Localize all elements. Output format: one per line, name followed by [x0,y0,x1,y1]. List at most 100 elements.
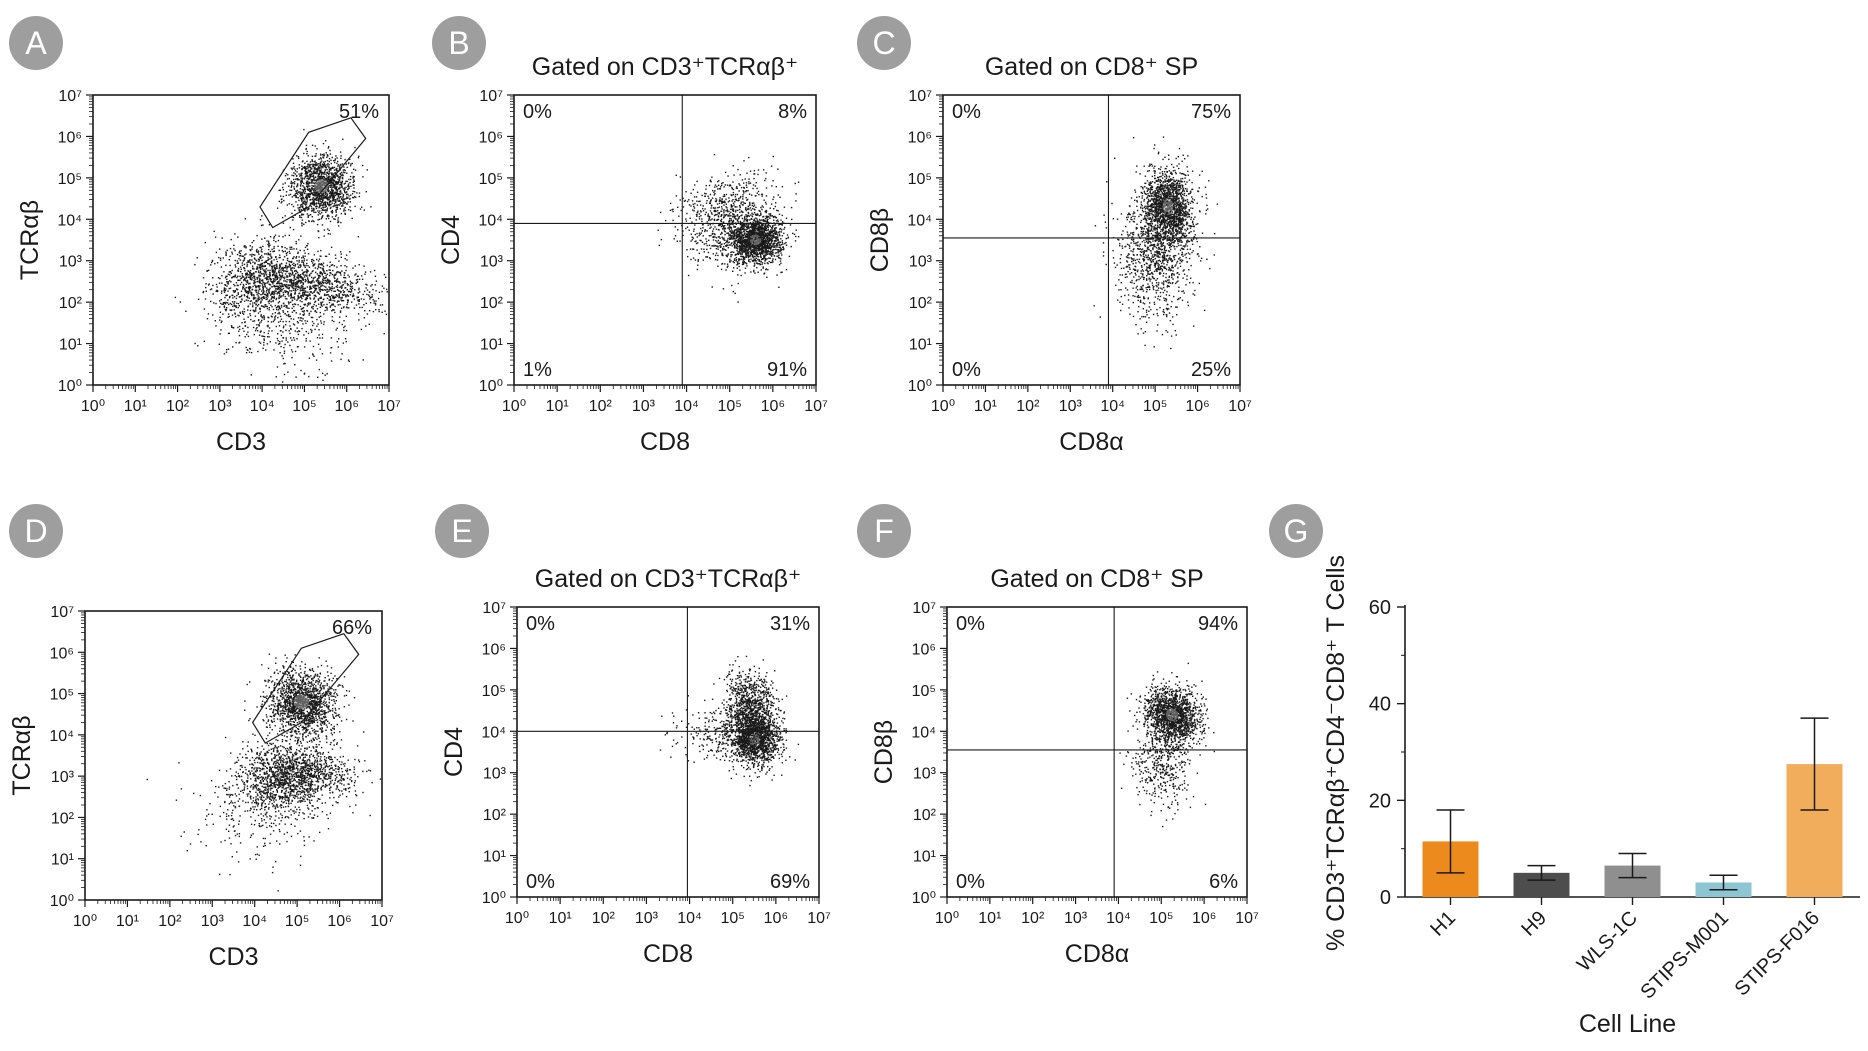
event-dot [352,175,355,178]
event-dot [251,241,253,244]
event-dot [258,276,260,278]
y-tick-label: 10⁴ [57,212,82,229]
event-dot [314,160,316,162]
event-dot [255,271,257,273]
event-dot [279,352,281,354]
event-dot [298,157,300,160]
event-dot [332,195,335,197]
event-dot [271,281,273,283]
event-dot [259,285,261,287]
event-dot [316,164,318,167]
event-dot [326,207,329,209]
event-dot [741,234,743,236]
event-dot [317,323,319,325]
event-dot [279,256,281,259]
event-dot [349,158,351,161]
event-dot [271,248,273,251]
event-dot [307,165,309,167]
event-dot [265,261,268,263]
event-dot [358,278,361,280]
event-dot [328,279,330,281]
event-dot [301,181,304,183]
event-dot [305,196,308,199]
event-dot [286,268,288,270]
event-dot [339,181,342,183]
event-dot [322,265,325,268]
event-dot [780,244,783,246]
event-dot [301,257,303,259]
event-dot [263,291,265,293]
event-dot [335,188,338,190]
event-dot [245,291,247,294]
event-dot [760,260,762,262]
event-dot [281,285,283,288]
event-dot [331,166,334,168]
event-dot [350,291,352,293]
event-dot [296,283,299,285]
event-dot [768,239,770,241]
event-dot [327,172,329,174]
event-dot [730,254,732,256]
event-dot [339,203,341,205]
event-dot [319,290,321,293]
event-dot [228,332,230,334]
event-dot [770,261,772,264]
event-dot [259,264,261,266]
event-dot [314,194,317,196]
event-dot [253,296,255,299]
event-dot [300,279,302,282]
event-dot [331,287,334,290]
event-dot [225,252,227,254]
event-dot [730,229,733,231]
event-dot [242,286,244,288]
event-dot [239,275,241,278]
event-dot [272,291,275,293]
event-dot [340,274,342,276]
event-dot [268,307,270,309]
event-dot [748,258,750,261]
event-dot [344,277,346,279]
event-dot [278,282,280,284]
event-dot [325,173,327,175]
event-dot [345,186,347,188]
event-dot [288,313,290,316]
event-dot [763,245,766,247]
event-dot [341,192,343,195]
event-dot [204,298,207,300]
event-dot [281,249,284,252]
event-dot [335,280,337,282]
event-dot [309,275,311,277]
event-dot [347,299,349,301]
event-dot [301,203,303,206]
event-dot [283,325,285,327]
event-dot [313,355,315,357]
event-dot [253,333,255,336]
event-dot [341,353,343,355]
event-dot [763,273,765,275]
event-dot [350,209,352,212]
event-dot [322,208,324,210]
event-dot [276,276,279,278]
event-dot [270,261,272,263]
event-dot [383,333,385,335]
event-dot [253,298,255,300]
event-dot [309,340,311,342]
event-dot [328,215,330,217]
event-dot [766,229,768,232]
event-dot [351,301,353,303]
event-dot [356,278,359,281]
event-dot [261,299,263,301]
event-dot [385,313,388,316]
event-dot [265,291,268,293]
event-dot [294,181,296,183]
event-dot [305,183,308,185]
event-dot [215,302,217,305]
event-dot [311,270,313,273]
event-dot [350,185,352,187]
event-dot [308,196,311,198]
event-dot [282,357,284,360]
event-dot [317,202,319,205]
event-dot [315,202,318,204]
event-dot [238,305,240,307]
event-dot [283,199,285,202]
